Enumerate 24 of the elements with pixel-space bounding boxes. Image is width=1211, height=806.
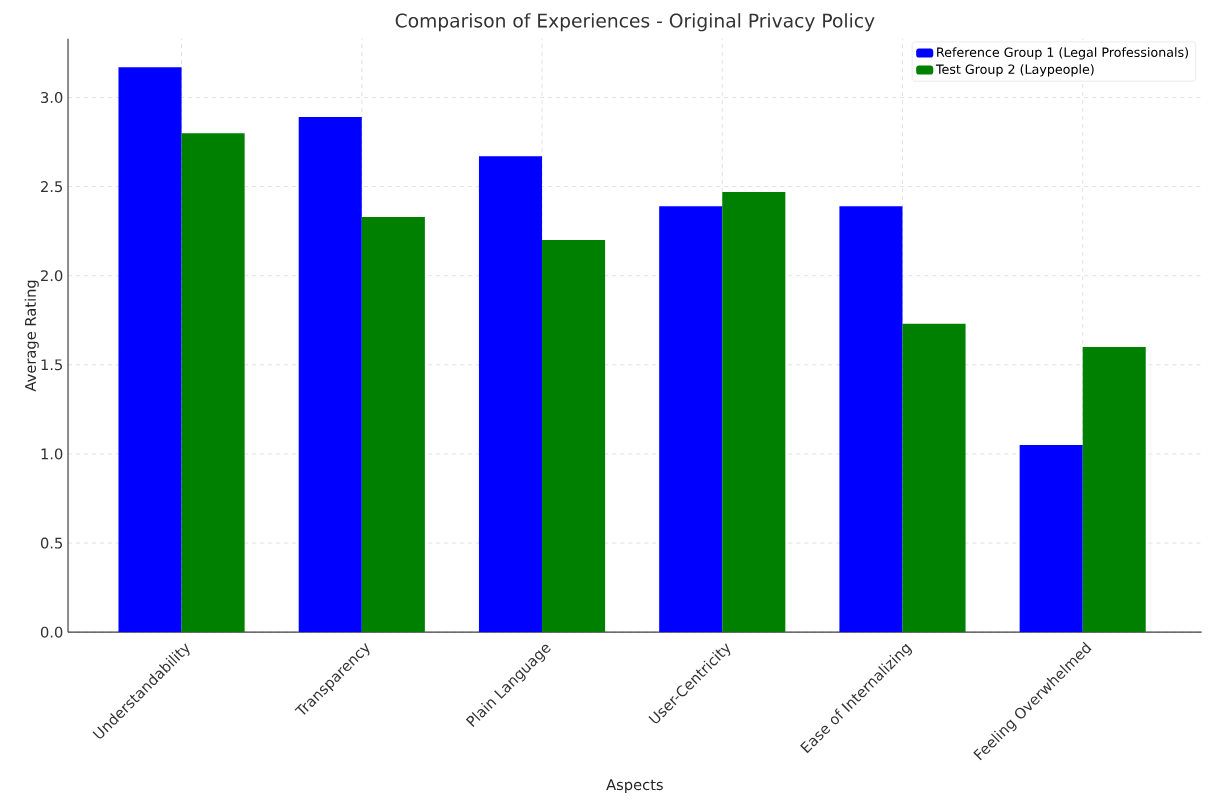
y-axis-title: Average Rating (24, 280, 39, 392)
bar (361, 217, 425, 633)
x-axis-title: Aspects (606, 779, 663, 794)
bar (659, 206, 723, 633)
chart-title: Comparison of Experiences - Original Privacy Policy (395, 13, 875, 32)
y-tick-label: 0.5 (40, 537, 63, 549)
y-tick-label: 0.0 (40, 626, 63, 638)
bar (542, 240, 606, 633)
y-tick-label: 2.0 (41, 270, 63, 282)
y-tick-label: 2.5 (41, 181, 63, 193)
bar (1082, 347, 1146, 633)
bar (118, 67, 182, 633)
y-tick-label: 1.0 (41, 448, 63, 460)
legend-label: Reference Group 1 (Legal Professionals) (937, 47, 1188, 60)
y-tick-label: 3.0 (41, 92, 63, 104)
bar (181, 133, 245, 633)
bar (722, 192, 786, 633)
bar (298, 117, 362, 633)
y-tick-label: 1.5 (41, 359, 63, 371)
bar (1019, 445, 1083, 633)
legend-label: Test Group 2 (Laypeople) (935, 64, 1094, 77)
bar (478, 156, 543, 633)
bar (902, 324, 966, 633)
bar (839, 206, 903, 633)
